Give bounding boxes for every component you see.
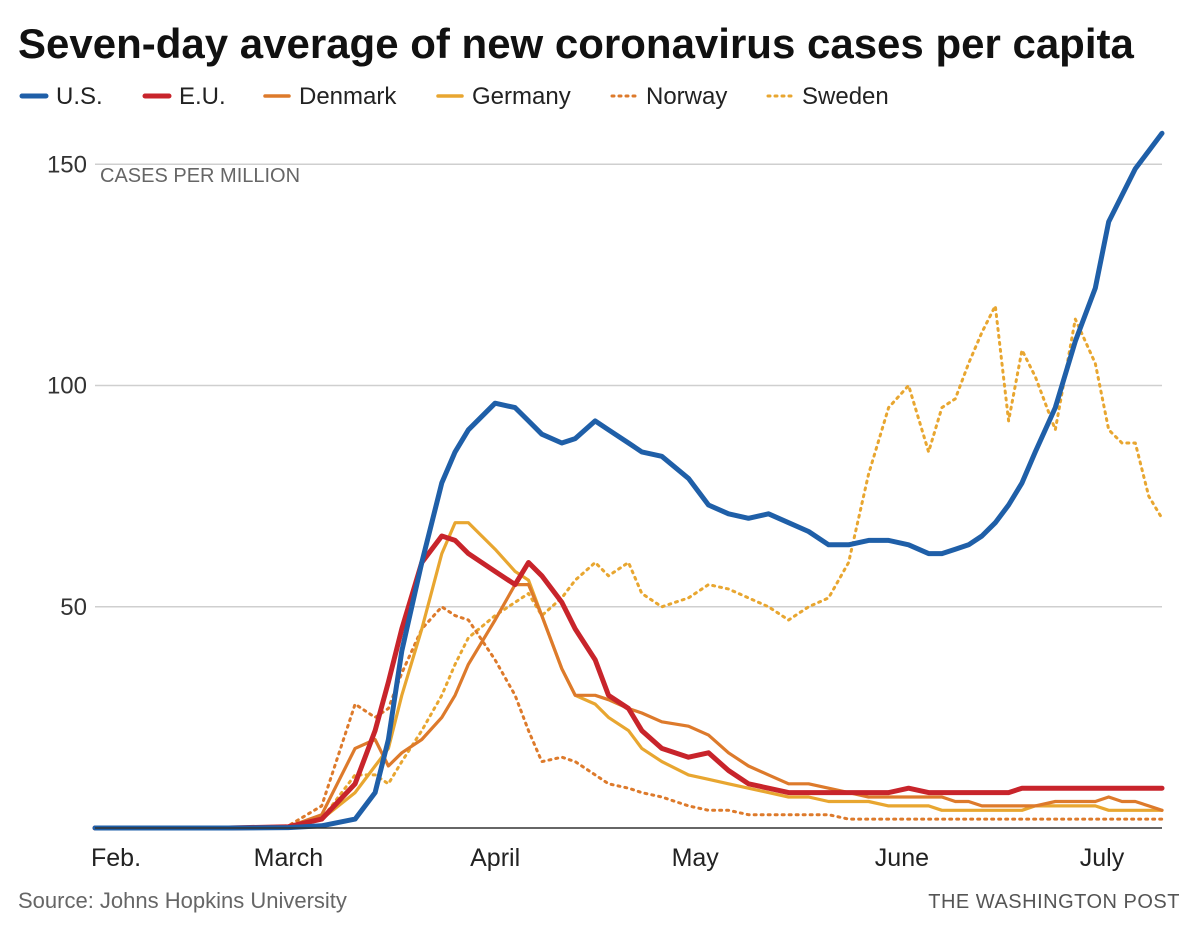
series-line-germany [93, 521, 1164, 830]
legend-label-sweden: Sweden [802, 83, 889, 110]
legend: U.S. E.U. Denmark Germany Norway Sweden [19, 83, 889, 110]
series-line-eu [92, 533, 1165, 831]
series-lines [92, 130, 1165, 831]
legend-label-eu: E.U. [179, 83, 226, 110]
x-tick-label: Feb. [91, 844, 141, 872]
x-tick-label: July [1080, 844, 1125, 872]
y-axis-ticks: 50 100 150 [47, 151, 87, 621]
series-line-norway [93, 605, 1164, 830]
series-line-us [92, 130, 1165, 831]
y-tick-label: 100 [47, 373, 87, 400]
x-tick-label: March [254, 844, 323, 872]
x-tick-label: April [470, 844, 520, 872]
series-line-denmark [93, 582, 1164, 830]
y-tick-label: 50 [60, 594, 87, 621]
series-line-sweden [93, 304, 1164, 830]
x-axis-ticks: Feb. March April May June July [91, 844, 1125, 872]
publisher-credit: THE WASHINGTON POST [928, 891, 1180, 913]
gridlines [95, 163, 1162, 608]
legend-label-us: U.S. [56, 83, 103, 110]
y-axis-unit-label: CASES PER MILLION [100, 165, 300, 187]
x-tick-label: May [672, 844, 720, 872]
x-tick-label: June [875, 844, 929, 872]
legend-label-norway: Norway [646, 83, 727, 110]
source-note: Source: Johns Hopkins University [18, 888, 347, 913]
legend-label-denmark: Denmark [299, 83, 397, 110]
y-tick-label: 150 [47, 151, 87, 178]
legend-label-germany: Germany [472, 83, 571, 110]
chart-title: Seven-day average of new coronavirus cas… [18, 20, 1134, 67]
